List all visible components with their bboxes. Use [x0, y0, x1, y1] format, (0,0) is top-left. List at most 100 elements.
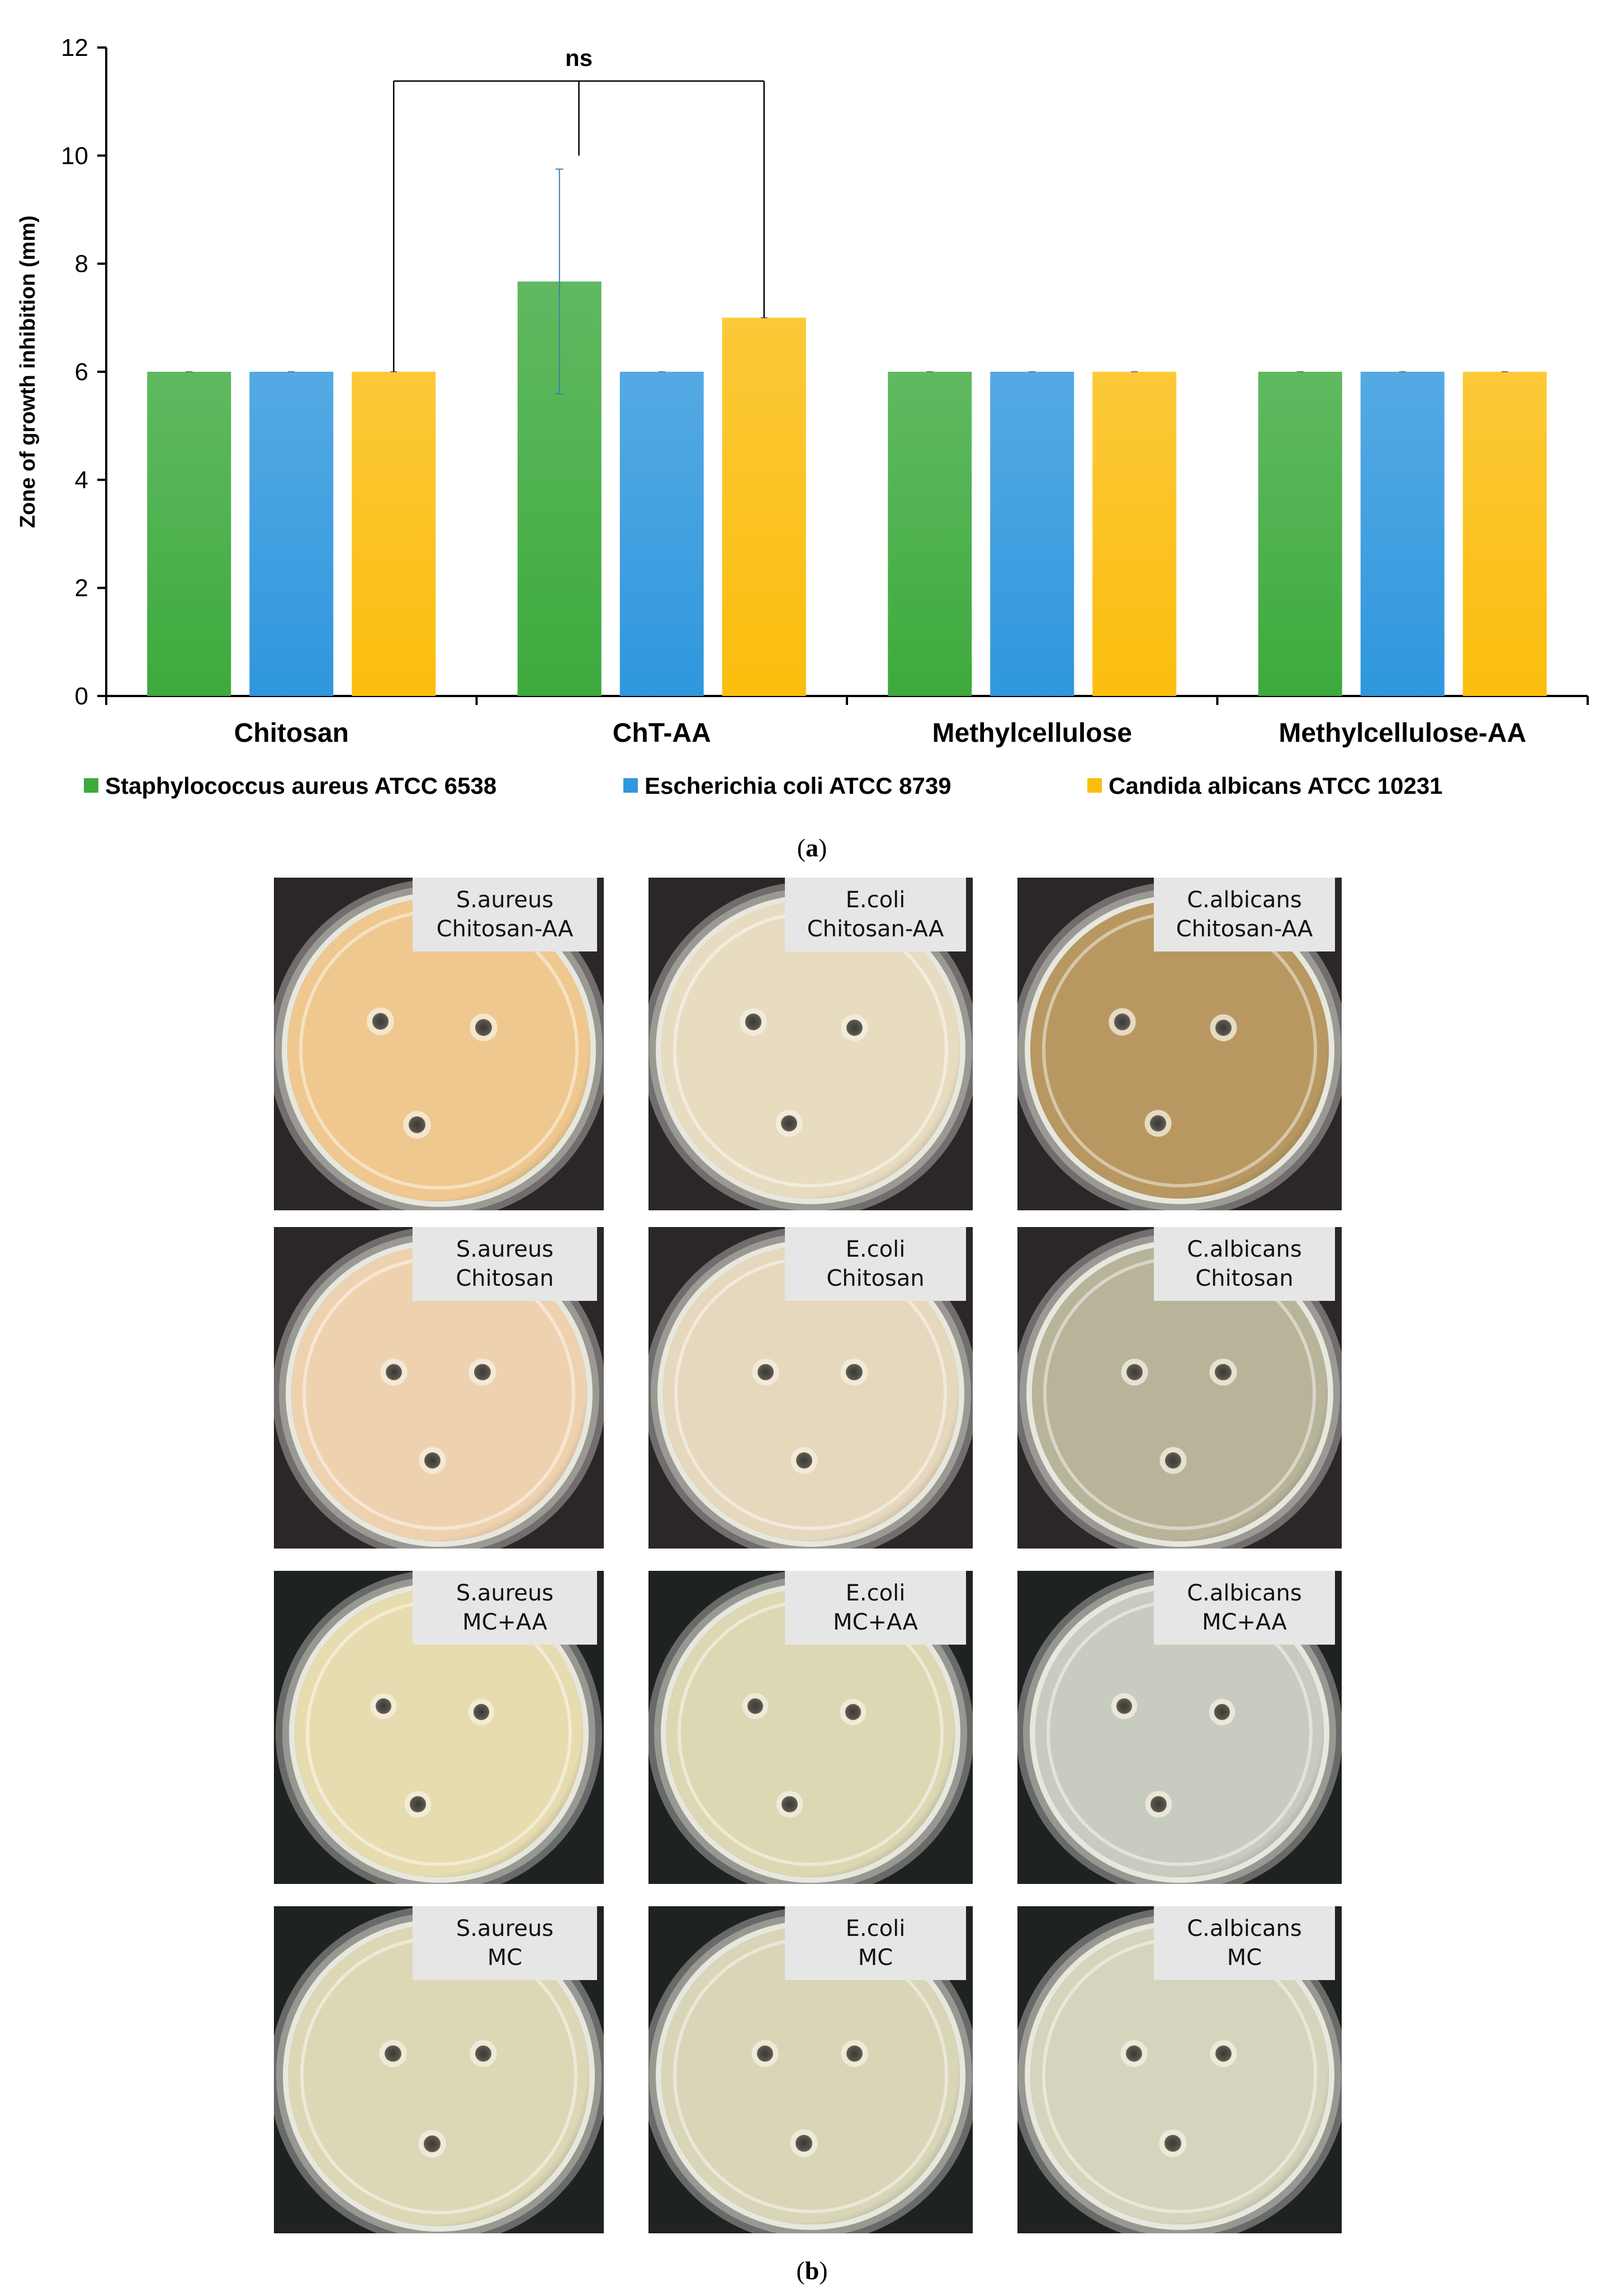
- culture-plate-photo: C.albicans MC+AA: [1017, 1571, 1342, 1884]
- plate-label: E.coli MC: [784, 1906, 967, 1980]
- agar-well: [1215, 1020, 1232, 1036]
- bar-chart: 0 2 4 6 8 10 12 Zone of growth inhibition (mm) C…: [16, 34, 1589, 799]
- bar: [1360, 372, 1445, 696]
- plate-treatment: MC+AA: [462, 1609, 547, 1635]
- agar-well: [846, 1020, 863, 1036]
- culture-plate-photo: E.coli Chitosan-AA: [648, 878, 973, 1210]
- y-tick-label: 2: [75, 575, 88, 602]
- plate-label: C.albicans MC+AA: [1153, 1571, 1336, 1645]
- plate-treatment: Chitosan: [826, 1266, 925, 1291]
- plate-organism: S.aureus: [456, 887, 554, 913]
- x-tick-label: ChT-AA: [613, 718, 711, 748]
- culture-plate-photo: S.aureus MC+AA: [274, 1571, 604, 1884]
- bar: [147, 372, 231, 696]
- agar-well: [410, 1796, 426, 1812]
- culture-plate-photo: S.aureus Chitosan: [274, 1227, 604, 1548]
- plate-treatment: Chitosan-AA: [807, 916, 944, 942]
- agar-well: [474, 1363, 491, 1380]
- plate-organism: E.coli: [845, 887, 906, 913]
- culture-plate-photo: E.coli MC: [648, 1906, 973, 2233]
- plate-organism: S.aureus: [456, 1237, 554, 1262]
- petri-dish-rim: [673, 912, 949, 1187]
- plate-treatment: MC: [487, 1945, 523, 1971]
- caption-a: (a): [797, 834, 827, 862]
- y-tick-label: 4: [75, 466, 88, 494]
- legend-label: Escherichia coli ATCC 8739: [645, 773, 951, 799]
- agar-well: [1215, 2045, 1232, 2062]
- x-tick-label: Methylcellulose: [932, 718, 1132, 748]
- agar-well: [1116, 1698, 1132, 1715]
- plate-label: C.albicans MC: [1153, 1906, 1336, 1980]
- plate-treatment: Chitosan-AA: [1176, 916, 1313, 942]
- plate-label: C.albicans Chitosan: [1153, 1227, 1336, 1301]
- agar-well: [1164, 1452, 1181, 1469]
- plate-organism: C.albicans: [1187, 887, 1302, 913]
- culture-plate-photo: S.aureus Chitosan-AA: [274, 878, 604, 1210]
- plate-label: S.aureus MC+AA: [412, 1571, 598, 1645]
- agar-well: [846, 2045, 863, 2062]
- bar: [1462, 372, 1547, 696]
- agar-well: [1150, 1796, 1167, 1812]
- agar-well: [475, 2045, 492, 2062]
- agar-well: [846, 1363, 863, 1380]
- x-tick-label: Chitosan: [234, 718, 349, 748]
- legend-swatch: [1087, 778, 1102, 793]
- agar-well: [1114, 1014, 1130, 1030]
- culture-plate-photo: C.albicans Chitosan-AA: [1017, 878, 1342, 1210]
- bar: [722, 318, 806, 696]
- agar-well: [845, 1704, 861, 1720]
- plate-treatment: Chitosan: [456, 1266, 554, 1291]
- bar: [1258, 372, 1342, 696]
- agar-well: [1125, 2045, 1143, 2062]
- plate-label: E.coli Chitosan-AA: [784, 878, 967, 951]
- agar-well: [1149, 1115, 1166, 1132]
- agar-well: [372, 1013, 389, 1030]
- plate-organism: E.coli: [845, 1580, 906, 1606]
- plate-label: S.aureus MC: [412, 1906, 598, 1980]
- plate-organism: S.aureus: [456, 1580, 554, 1606]
- plate-treatment: Chitosan-AA: [436, 916, 574, 942]
- plate-organism: E.coli: [845, 1916, 906, 1941]
- agar-well: [1164, 2135, 1181, 2152]
- plate-treatment: MC: [858, 1945, 893, 1971]
- legend-swatch: [623, 778, 638, 793]
- agar-well: [1214, 1704, 1230, 1720]
- plate-organism: S.aureus: [456, 1916, 554, 1941]
- agar-well: [1215, 1363, 1232, 1380]
- caption-a-label: a: [806, 834, 818, 862]
- plate-organism: C.albicans: [1187, 1916, 1302, 1941]
- plate-organism: C.albicans: [1187, 1237, 1302, 1262]
- plate-label: C.albicans Chitosan-AA: [1153, 878, 1336, 951]
- petri-dish-rim: [1041, 912, 1318, 1187]
- plate-label: E.coli MC+AA: [784, 1571, 967, 1645]
- y-tick-label: 0: [75, 683, 88, 710]
- y-tick-label: 8: [75, 250, 88, 278]
- culture-plate-photo: E.coli MC+AA: [648, 1571, 973, 1884]
- plate-label: S.aureus Chitosan-AA: [412, 878, 598, 951]
- culture-plate-photo: S.aureus MC: [274, 1906, 604, 2233]
- bar: [249, 372, 334, 696]
- bar: [990, 372, 1074, 696]
- plate-organism: E.coli: [845, 1237, 906, 1262]
- legend-label: Candida albicans ATCC 10231: [1109, 773, 1443, 799]
- plate-label: E.coli Chitosan: [784, 1227, 967, 1301]
- agar-well: [473, 1704, 490, 1720]
- agar-well: [408, 1116, 425, 1133]
- agar-well: [796, 1452, 812, 1469]
- agar-well: [385, 1363, 402, 1380]
- legend-swatch: [84, 778, 98, 793]
- culture-plate-photo: C.albicans MC: [1017, 1906, 1342, 2233]
- agar-well: [757, 1363, 774, 1380]
- caption-b-label: b: [804, 2256, 820, 2285]
- agar-well: [375, 1698, 391, 1715]
- bar: [619, 372, 704, 696]
- agar-well: [424, 2135, 441, 2152]
- culture-plate-photo: C.albicans Chitosan: [1017, 1227, 1342, 1548]
- x-tick-label: Methylcellulose-AA: [1279, 718, 1526, 748]
- plate-treatment: MC: [1227, 1945, 1262, 1971]
- agar-well: [745, 1014, 761, 1030]
- plate-treatment: Chitosan: [1195, 1266, 1294, 1291]
- y-tick-label: 6: [75, 358, 88, 386]
- bar: [352, 372, 436, 696]
- plate-treatment: MC+AA: [1202, 1609, 1287, 1635]
